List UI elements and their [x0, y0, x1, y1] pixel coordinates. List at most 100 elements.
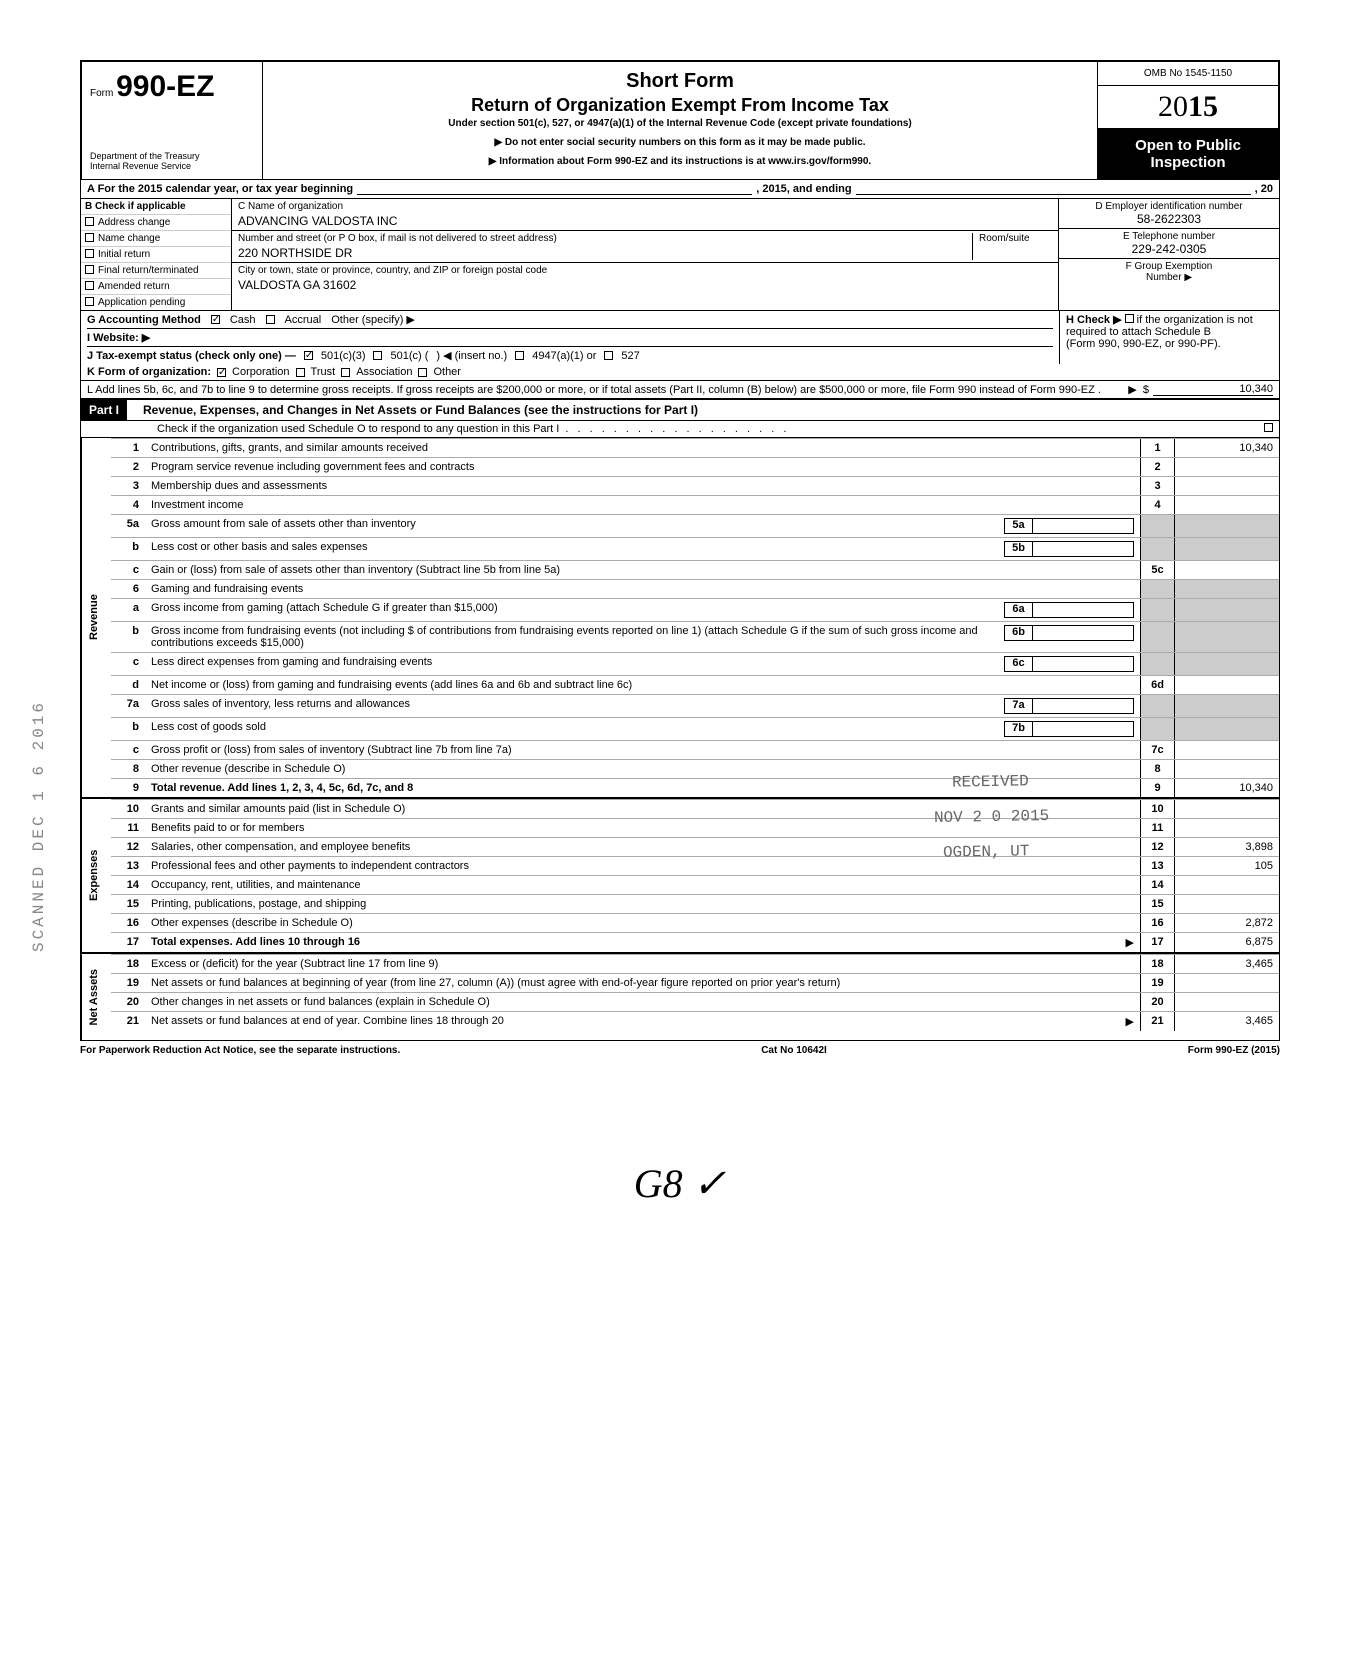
h-text1: if the organization is not	[1137, 314, 1253, 326]
dept-treasury: Department of the Treasury	[90, 151, 254, 161]
omb-number: OMB No 1545-1150	[1098, 62, 1278, 86]
year-value: 15	[1188, 90, 1218, 123]
line-number: 7a	[111, 695, 145, 717]
e-phone-label: E Telephone number	[1065, 231, 1273, 242]
section-label-revenue: Revenue	[81, 438, 111, 797]
part1-bar: Part I Revenue, Expenses, and Changes in…	[80, 399, 1280, 421]
line-amount	[1174, 622, 1279, 652]
lbl-501c3: 501(c)(3)	[321, 350, 366, 362]
right-line-number: 2	[1140, 458, 1174, 476]
line-amount	[1174, 580, 1279, 598]
form-label: Form	[90, 88, 113, 99]
line-number: 17	[111, 933, 145, 952]
line-row: 12Salaries, other compensation, and empl…	[111, 837, 1279, 856]
line-amount	[1174, 974, 1279, 992]
line-description: Other expenses (describe in Schedule O)	[151, 917, 353, 929]
chk-corp[interactable]	[217, 368, 226, 377]
right-line-number: 21	[1140, 1012, 1174, 1031]
line-amount	[1174, 741, 1279, 759]
line-row: cGross profit or (loss) from sales of in…	[111, 740, 1279, 759]
line-number: 20	[111, 993, 145, 1011]
section-h: H Check ▶ if the organization is not req…	[1059, 311, 1279, 364]
chk-final-return[interactable]	[85, 265, 94, 274]
chk-schedule-o[interactable]	[1264, 423, 1273, 432]
section-def: D Employer identification number 58-2622…	[1059, 199, 1279, 310]
row-a-end: , 20	[1255, 183, 1273, 195]
footer-form-ref: Form 990-EZ (2015)	[1188, 1045, 1280, 1056]
line-row: bLess cost or other basis and sales expe…	[111, 537, 1279, 560]
chk-cash[interactable]	[211, 315, 220, 324]
line-row: 8Other revenue (describe in Schedule O)8	[111, 759, 1279, 778]
right-line-number	[1140, 580, 1174, 598]
c-room-label: Room/suite	[979, 233, 1052, 244]
c-street-val: 220 NORTHSIDE DR	[238, 244, 972, 260]
chk-accrual[interactable]	[266, 315, 275, 324]
line-description: Other changes in net assets or fund bala…	[151, 996, 490, 1008]
inner-line-number: 7b	[1005, 722, 1033, 736]
line-number: 11	[111, 819, 145, 837]
line-row: cLess direct expenses from gaming and fu…	[111, 652, 1279, 675]
inner-amount-box: 5a	[1004, 518, 1134, 534]
line-description: Gross income from gaming (attach Schedul…	[151, 602, 498, 618]
line-description: Less cost of goods sold	[151, 721, 266, 737]
chk-address-change[interactable]	[85, 217, 94, 226]
line-amount	[1174, 515, 1279, 537]
line-description: Gross amount from sale of assets other t…	[151, 518, 416, 534]
line-number: b	[111, 622, 145, 652]
right-line-number: 7c	[1140, 741, 1174, 759]
g-label: G Accounting Method	[87, 314, 201, 326]
chk-name-change[interactable]	[85, 233, 94, 242]
lbl-accrual: Accrual	[285, 314, 322, 326]
chk-initial-return[interactable]	[85, 249, 94, 258]
right-line-number	[1140, 718, 1174, 740]
line-row: bGross income from fundraising events (n…	[111, 621, 1279, 652]
line-number: c	[111, 741, 145, 759]
c-street-label: Number and street (or P O box, if mail i…	[238, 233, 972, 244]
inner-line-number: 6b	[1005, 626, 1033, 640]
lbl-527: 527	[621, 350, 639, 362]
chk-501c3[interactable]	[304, 351, 313, 360]
right-line-number: 13	[1140, 857, 1174, 875]
f-group-label: F Group Exemption	[1065, 261, 1273, 272]
title-return: Return of Organization Exempt From Incom…	[277, 95, 1083, 116]
line-number: 5a	[111, 515, 145, 537]
line-description: Program service revenue including govern…	[151, 461, 474, 473]
inner-amount-box: 5b	[1004, 541, 1134, 557]
chk-527[interactable]	[604, 351, 613, 360]
line-amount: 2,872	[1174, 914, 1279, 932]
line-amount: 10,340	[1174, 439, 1279, 457]
line-description: Grants and similar amounts paid (list in…	[151, 803, 405, 815]
c-org-name: ADVANCING VALDOSTA INC	[238, 212, 1052, 228]
chk-app-pending[interactable]	[85, 297, 94, 306]
chk-501c[interactable]	[373, 351, 382, 360]
line-row: 2 Program service revenue including gover…	[111, 457, 1279, 476]
lbl-assoc: Association	[356, 366, 412, 378]
lbl-501c: 501(c) (	[390, 350, 428, 362]
line-number: 3	[111, 477, 145, 495]
right-line-number: 18	[1140, 955, 1174, 973]
lbl-trust: Trust	[311, 366, 336, 378]
line-row: 11Benefits paid to or for members11	[111, 818, 1279, 837]
chk-4947[interactable]	[515, 351, 524, 360]
chk-assoc[interactable]	[341, 368, 350, 377]
chk-amended[interactable]	[85, 281, 94, 290]
line-description: Gross income from fundraising events (no…	[151, 625, 1004, 649]
right-line-number	[1140, 653, 1174, 675]
right-line-number: 4	[1140, 496, 1174, 514]
subtitle-under-section: Under section 501(c), 527, or 4947(a)(1)…	[277, 118, 1083, 129]
line-amount: 6,875	[1174, 933, 1279, 952]
page-footer: For Paperwork Reduction Act Notice, see …	[80, 1041, 1280, 1060]
right-line-number: 16	[1140, 914, 1174, 932]
line-number: 9	[111, 779, 145, 797]
right-line-number: 19	[1140, 974, 1174, 992]
open-line1: Open to Public	[1102, 137, 1274, 154]
line-row: 16 Other expenses (describe in Schedule O…	[111, 913, 1279, 932]
stamp-date: NOV 2 0 2015	[934, 807, 1050, 827]
line-row: bLess cost of goods sold7b	[111, 717, 1279, 740]
line-number: 19	[111, 974, 145, 992]
inner-amount-box: 6a	[1004, 602, 1134, 618]
chk-other-org[interactable]	[418, 368, 427, 377]
line-amount	[1174, 718, 1279, 740]
chk-h[interactable]	[1125, 314, 1134, 323]
chk-trust[interactable]	[296, 368, 305, 377]
